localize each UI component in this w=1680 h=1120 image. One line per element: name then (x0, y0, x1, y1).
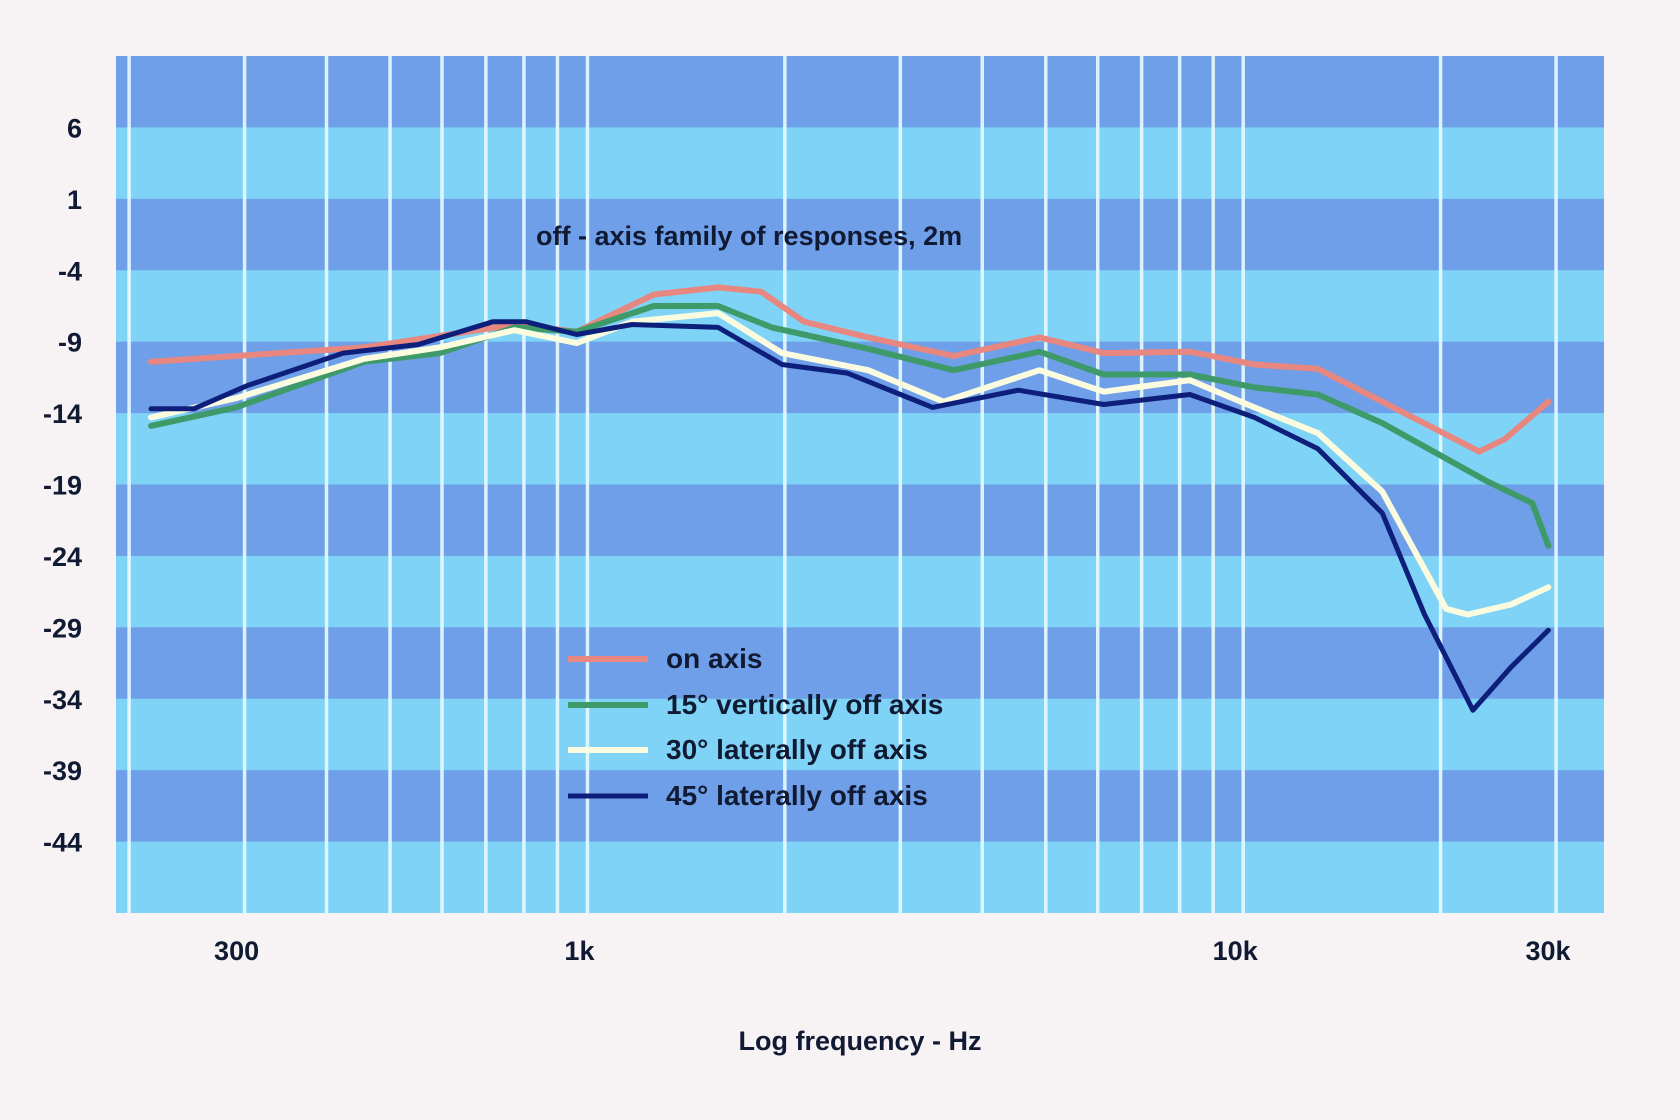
y-tick-label: 6 (67, 113, 82, 143)
legend-label: on axis (666, 643, 762, 674)
series-line-4 (148, 319, 1551, 713)
x-tick-label: 30k (1526, 936, 1572, 966)
x-gridlines (127, 56, 1558, 913)
y-tick-label: 1 (67, 185, 82, 215)
y-tick-label: -29 (43, 613, 82, 643)
band-dark (116, 198, 1604, 271)
band-dark (116, 627, 1604, 699)
y-tick-label: -19 (43, 471, 82, 501)
legend-label: 30° laterally off axis (666, 734, 928, 765)
series-line-2 (148, 303, 1552, 549)
band-dark (116, 56, 1604, 128)
y-tick-label: -39 (43, 756, 82, 786)
series-lines (148, 284, 1552, 713)
chart-title: off - axis family of responses, 2m (536, 221, 962, 251)
y-tick-label: -14 (43, 399, 82, 429)
y-axis-ticks: 6 1 -4 -9 -14 -19 -24 -29 -34 -39 -44 (43, 113, 82, 857)
band-dark (116, 484, 1604, 556)
x-tick-label: 10k (1213, 936, 1259, 966)
y-tick-label: -24 (43, 542, 82, 572)
band-dark (116, 770, 1604, 842)
y-tick-label: -4 (58, 256, 82, 286)
x-tick-label: 300 (214, 936, 259, 966)
y-tick-label: -34 (43, 685, 82, 715)
legend-label: 15° vertically off axis (666, 689, 943, 720)
x-tick-label: 1k (564, 936, 595, 966)
y-tick-label: -9 (58, 328, 82, 358)
x-axis-ticks: 300 1k 10k 30k (214, 936, 1572, 966)
legend: on axis 15° vertically off axis 30° latera… (568, 643, 943, 811)
legend-label: 45° laterally off axis (666, 780, 928, 811)
y-tick-label: -44 (43, 828, 82, 858)
x-axis-label: Log frequency - Hz (738, 1026, 981, 1056)
series-line-3 (148, 310, 1552, 618)
